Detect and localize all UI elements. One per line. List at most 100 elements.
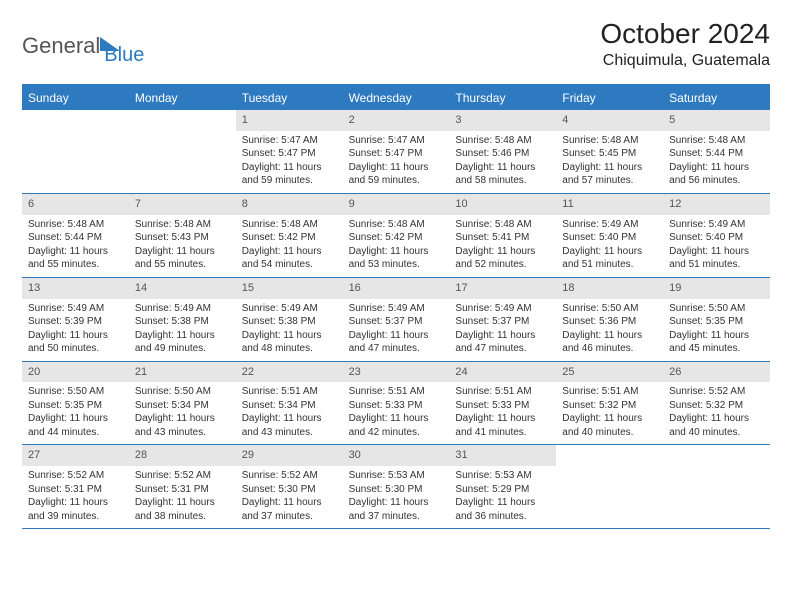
sunrise-text: Sunrise: 5:51 AM	[349, 385, 444, 399]
day-number: 24	[449, 362, 556, 383]
calendar: Sunday Monday Tuesday Wednesday Thursday…	[22, 84, 770, 529]
day-body: Sunrise: 5:50 AMSunset: 5:35 PMDaylight:…	[22, 382, 129, 444]
sunrise-text: Sunrise: 5:49 AM	[28, 302, 123, 316]
sunset-text: Sunset: 5:47 PM	[242, 147, 337, 161]
day-number: 22	[236, 362, 343, 383]
day-body: Sunrise: 5:48 AMSunset: 5:46 PMDaylight:…	[449, 131, 556, 193]
day-body: Sunrise: 5:48 AMSunset: 5:43 PMDaylight:…	[129, 215, 236, 277]
day-number: 31	[449, 445, 556, 466]
day-body: Sunrise: 5:48 AMSunset: 5:41 PMDaylight:…	[449, 215, 556, 277]
weekday-friday: Friday	[556, 86, 663, 110]
daylight-text: Daylight: 11 hours and 44 minutes.	[28, 412, 123, 439]
sunset-text: Sunset: 5:37 PM	[349, 315, 444, 329]
day-cell	[556, 445, 663, 528]
sunrise-text: Sunrise: 5:49 AM	[349, 302, 444, 316]
day-body: Sunrise: 5:48 AMSunset: 5:45 PMDaylight:…	[556, 131, 663, 193]
day-number: 19	[663, 278, 770, 299]
weeks-container: 1Sunrise: 5:47 AMSunset: 5:47 PMDaylight…	[22, 110, 770, 529]
day-number: 3	[449, 110, 556, 131]
sunrise-text: Sunrise: 5:48 AM	[669, 134, 764, 148]
day-cell: 1Sunrise: 5:47 AMSunset: 5:47 PMDaylight…	[236, 110, 343, 193]
daylight-text: Daylight: 11 hours and 36 minutes.	[455, 496, 550, 523]
sunrise-text: Sunrise: 5:51 AM	[455, 385, 550, 399]
day-number: 1	[236, 110, 343, 131]
day-body: Sunrise: 5:50 AMSunset: 5:36 PMDaylight:…	[556, 299, 663, 361]
day-number: 4	[556, 110, 663, 131]
page-header: General Blue October 2024 Chiquimula, Gu…	[22, 18, 770, 70]
day-number: 28	[129, 445, 236, 466]
weekday-wednesday: Wednesday	[343, 86, 450, 110]
day-cell: 3Sunrise: 5:48 AMSunset: 5:46 PMDaylight…	[449, 110, 556, 193]
day-cell: 2Sunrise: 5:47 AMSunset: 5:47 PMDaylight…	[343, 110, 450, 193]
sunset-text: Sunset: 5:33 PM	[349, 399, 444, 413]
day-body: Sunrise: 5:50 AMSunset: 5:34 PMDaylight:…	[129, 382, 236, 444]
daylight-text: Daylight: 11 hours and 45 minutes.	[669, 329, 764, 356]
sunset-text: Sunset: 5:46 PM	[455, 147, 550, 161]
sunrise-text: Sunrise: 5:48 AM	[455, 218, 550, 232]
day-body: Sunrise: 5:49 AMSunset: 5:40 PMDaylight:…	[556, 215, 663, 277]
day-cell: 31Sunrise: 5:53 AMSunset: 5:29 PMDayligh…	[449, 445, 556, 528]
day-number: 23	[343, 362, 450, 383]
day-cell	[129, 110, 236, 193]
daylight-text: Daylight: 11 hours and 39 minutes.	[28, 496, 123, 523]
day-number: 18	[556, 278, 663, 299]
sunset-text: Sunset: 5:33 PM	[455, 399, 550, 413]
day-body: Sunrise: 5:49 AMSunset: 5:37 PMDaylight:…	[449, 299, 556, 361]
day-cell: 7Sunrise: 5:48 AMSunset: 5:43 PMDaylight…	[129, 194, 236, 277]
day-cell: 27Sunrise: 5:52 AMSunset: 5:31 PMDayligh…	[22, 445, 129, 528]
day-cell: 29Sunrise: 5:52 AMSunset: 5:30 PMDayligh…	[236, 445, 343, 528]
sunrise-text: Sunrise: 5:52 AM	[669, 385, 764, 399]
day-cell: 15Sunrise: 5:49 AMSunset: 5:38 PMDayligh…	[236, 278, 343, 361]
sunrise-text: Sunrise: 5:50 AM	[669, 302, 764, 316]
daylight-text: Daylight: 11 hours and 59 minutes.	[349, 161, 444, 188]
sunset-text: Sunset: 5:34 PM	[242, 399, 337, 413]
day-cell: 5Sunrise: 5:48 AMSunset: 5:44 PMDaylight…	[663, 110, 770, 193]
sunset-text: Sunset: 5:42 PM	[349, 231, 444, 245]
weekday-saturday: Saturday	[663, 86, 770, 110]
daylight-text: Daylight: 11 hours and 41 minutes.	[455, 412, 550, 439]
sunrise-text: Sunrise: 5:51 AM	[562, 385, 657, 399]
location-subtitle: Chiquimula, Guatemala	[600, 52, 770, 70]
day-number: 29	[236, 445, 343, 466]
day-cell: 4Sunrise: 5:48 AMSunset: 5:45 PMDaylight…	[556, 110, 663, 193]
sunrise-text: Sunrise: 5:49 AM	[242, 302, 337, 316]
daylight-text: Daylight: 11 hours and 50 minutes.	[28, 329, 123, 356]
day-body: Sunrise: 5:53 AMSunset: 5:29 PMDaylight:…	[449, 466, 556, 528]
day-number: 7	[129, 194, 236, 215]
day-body: Sunrise: 5:47 AMSunset: 5:47 PMDaylight:…	[236, 131, 343, 193]
sunset-text: Sunset: 5:38 PM	[135, 315, 230, 329]
day-body: Sunrise: 5:51 AMSunset: 5:34 PMDaylight:…	[236, 382, 343, 444]
daylight-text: Daylight: 11 hours and 52 minutes.	[455, 245, 550, 272]
day-cell: 8Sunrise: 5:48 AMSunset: 5:42 PMDaylight…	[236, 194, 343, 277]
daylight-text: Daylight: 11 hours and 51 minutes.	[562, 245, 657, 272]
daylight-text: Daylight: 11 hours and 43 minutes.	[135, 412, 230, 439]
sunset-text: Sunset: 5:41 PM	[455, 231, 550, 245]
sunrise-text: Sunrise: 5:49 AM	[135, 302, 230, 316]
day-number: 17	[449, 278, 556, 299]
sunrise-text: Sunrise: 5:49 AM	[455, 302, 550, 316]
sunrise-text: Sunrise: 5:49 AM	[669, 218, 764, 232]
daylight-text: Daylight: 11 hours and 38 minutes.	[135, 496, 230, 523]
sunset-text: Sunset: 5:31 PM	[28, 483, 123, 497]
sunrise-text: Sunrise: 5:52 AM	[28, 469, 123, 483]
day-number: 6	[22, 194, 129, 215]
day-body: Sunrise: 5:52 AMSunset: 5:32 PMDaylight:…	[663, 382, 770, 444]
day-body: Sunrise: 5:52 AMSunset: 5:30 PMDaylight:…	[236, 466, 343, 528]
sunrise-text: Sunrise: 5:48 AM	[242, 218, 337, 232]
day-cell: 10Sunrise: 5:48 AMSunset: 5:41 PMDayligh…	[449, 194, 556, 277]
daylight-text: Daylight: 11 hours and 40 minutes.	[562, 412, 657, 439]
daylight-text: Daylight: 11 hours and 53 minutes.	[349, 245, 444, 272]
sunset-text: Sunset: 5:38 PM	[242, 315, 337, 329]
weekday-header-row: Sunday Monday Tuesday Wednesday Thursday…	[22, 86, 770, 110]
day-cell: 13Sunrise: 5:49 AMSunset: 5:39 PMDayligh…	[22, 278, 129, 361]
sunset-text: Sunset: 5:30 PM	[242, 483, 337, 497]
weekday-thursday: Thursday	[449, 86, 556, 110]
sunrise-text: Sunrise: 5:52 AM	[135, 469, 230, 483]
sunset-text: Sunset: 5:44 PM	[28, 231, 123, 245]
day-cell: 20Sunrise: 5:50 AMSunset: 5:35 PMDayligh…	[22, 362, 129, 445]
daylight-text: Daylight: 11 hours and 47 minutes.	[349, 329, 444, 356]
daylight-text: Daylight: 11 hours and 43 minutes.	[242, 412, 337, 439]
day-number: 11	[556, 194, 663, 215]
sunrise-text: Sunrise: 5:50 AM	[28, 385, 123, 399]
week-row: 20Sunrise: 5:50 AMSunset: 5:35 PMDayligh…	[22, 362, 770, 446]
